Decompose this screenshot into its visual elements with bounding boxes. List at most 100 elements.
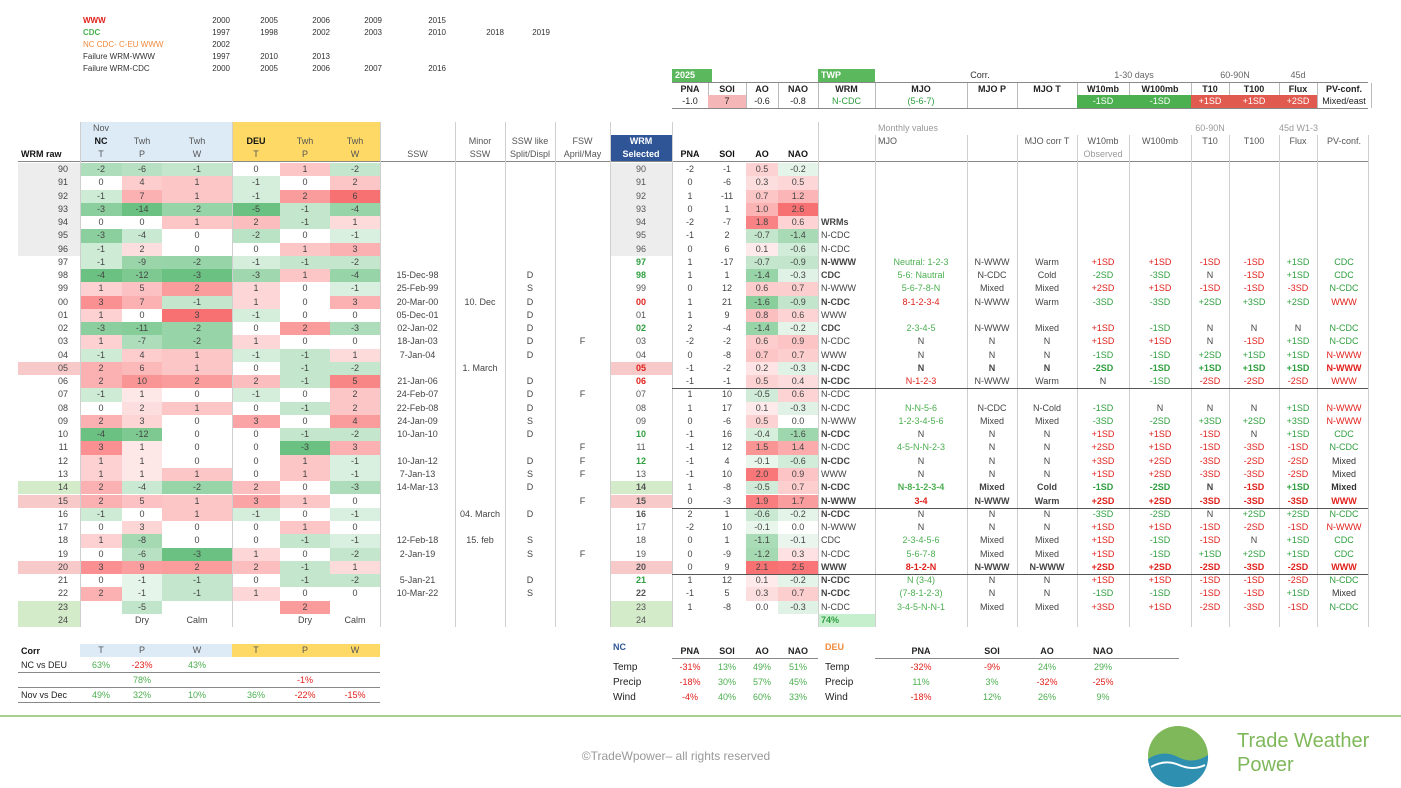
- table-cell: -0.3: [778, 269, 818, 283]
- table-cell: [1317, 614, 1371, 627]
- table-cell: [1229, 176, 1279, 189]
- table-cell: +1SD: [1198, 362, 1222, 373]
- legend-year: 2002: [212, 40, 230, 49]
- table-cell: 1: [280, 163, 330, 177]
- table-cell: 13: [57, 468, 68, 479]
- table-cell: [232, 601, 280, 614]
- table-cell: -1.6: [778, 428, 818, 442]
- column-header: [232, 122, 280, 135]
- table-cell: -3: [280, 441, 330, 455]
- table-cell: -1SD: [1092, 402, 1114, 413]
- table-cell: 1: [80, 282, 122, 296]
- table-cell: 1: [232, 587, 280, 601]
- index-header: NAO: [788, 646, 808, 656]
- table-cell: -3SD: [1243, 495, 1265, 506]
- table-cell: [778, 614, 818, 627]
- table-cell: [505, 176, 555, 189]
- table-cell: 1: [687, 270, 693, 281]
- column-header: Split/Displ: [509, 149, 550, 159]
- table-cell: -4: [80, 428, 122, 442]
- table-cell: [1077, 614, 1129, 627]
- table-cell: 0.6: [746, 335, 778, 349]
- table-cell: -3SD: [1199, 468, 1221, 479]
- table-cell: [1229, 243, 1279, 256]
- table-cell: [1191, 388, 1229, 401]
- table-cell: [505, 229, 555, 242]
- legend-year: 2005: [260, 64, 278, 73]
- table-cell: -1SD: [1243, 283, 1265, 294]
- table-cell: -1SD: [1199, 429, 1221, 440]
- table-cell: [555, 601, 610, 614]
- column-header: [818, 122, 875, 135]
- table-cell: +1SD: [1286, 349, 1310, 360]
- column-header: MJO corr T: [1024, 136, 1070, 146]
- table-cell: -1SD: [1149, 376, 1171, 387]
- table-cell: 21: [721, 296, 732, 307]
- table-cell: [555, 203, 610, 216]
- table-cell: [555, 428, 610, 441]
- table-cell: [455, 309, 505, 322]
- table-cell: 1: [162, 189, 232, 203]
- table-cell: 2: [687, 508, 693, 519]
- legend-year: 2005: [260, 16, 278, 25]
- table-cell: -1: [685, 230, 694, 241]
- table-cell: 1: [162, 401, 232, 415]
- table-cell: [1229, 388, 1279, 401]
- table-cell: -1SD: [1149, 323, 1171, 334]
- table-cell: -0.6: [746, 507, 778, 521]
- table-cell: 0.6: [778, 308, 818, 323]
- table-cell: [1279, 176, 1317, 189]
- table-cell: WWW: [1331, 495, 1357, 506]
- forecast-value: [1017, 95, 1077, 108]
- table-cell: F: [579, 336, 586, 347]
- table-cell: [967, 176, 1017, 189]
- table-cell: -1: [280, 348, 330, 362]
- column-header: T: [98, 149, 104, 159]
- table-cell: 12: [721, 442, 732, 453]
- column-rule: [967, 135, 968, 628]
- table-cell: 2: [122, 401, 162, 415]
- index-value: 11%: [912, 677, 930, 687]
- table-cell: -1: [280, 560, 330, 575]
- corr-value: [232, 659, 280, 672]
- table-cell: 0: [302, 482, 308, 493]
- table-cell: [455, 176, 505, 189]
- table-cell: 10: [721, 468, 732, 479]
- table-cell: 95: [18, 229, 80, 243]
- table-cell: 1: [724, 270, 730, 281]
- table-cell: 24-Feb-07: [396, 389, 439, 400]
- table-cell: N: [1206, 482, 1214, 493]
- table-cell: N: [988, 336, 996, 347]
- forecast-header: MJO P: [977, 84, 1006, 94]
- table-cell: 3: [330, 295, 380, 309]
- column-header: [555, 122, 610, 135]
- index-value: 33%: [788, 692, 807, 702]
- column-header: T: [253, 149, 259, 159]
- legend-year: 2006: [312, 16, 330, 25]
- table-cell: -1SD: [1149, 548, 1171, 559]
- table-cell: -3SD: [1199, 455, 1221, 466]
- table-cell: [1129, 229, 1191, 242]
- table-cell: -3: [80, 229, 122, 243]
- index-value: 30%: [717, 677, 736, 687]
- table-cell: 0.4: [778, 375, 818, 389]
- table-cell: -1SD: [1092, 482, 1114, 493]
- corr-value: [280, 659, 330, 672]
- table-cell: +3SD: [1091, 455, 1115, 466]
- table-cell: -1SD: [1199, 442, 1221, 453]
- table-cell: Mixed: [979, 283, 1004, 294]
- table-cell: Mixed: [1331, 482, 1357, 493]
- table-cell: [380, 216, 455, 229]
- table-cell: 1: [724, 203, 730, 214]
- table-cell: 0.1: [746, 242, 778, 256]
- table-cell: [380, 508, 455, 521]
- table-cell: 1.2: [778, 189, 818, 203]
- column-header: T100: [1243, 136, 1265, 146]
- table-cell: 0.7: [778, 481, 818, 495]
- table-cell: -2: [330, 361, 380, 376]
- table-cell: 18: [57, 535, 68, 546]
- table-cell: +1SD: [1286, 588, 1310, 599]
- table-cell: N: [1250, 535, 1258, 546]
- table-cell: 0: [253, 455, 259, 466]
- forecast-value: +1SD: [1191, 95, 1229, 108]
